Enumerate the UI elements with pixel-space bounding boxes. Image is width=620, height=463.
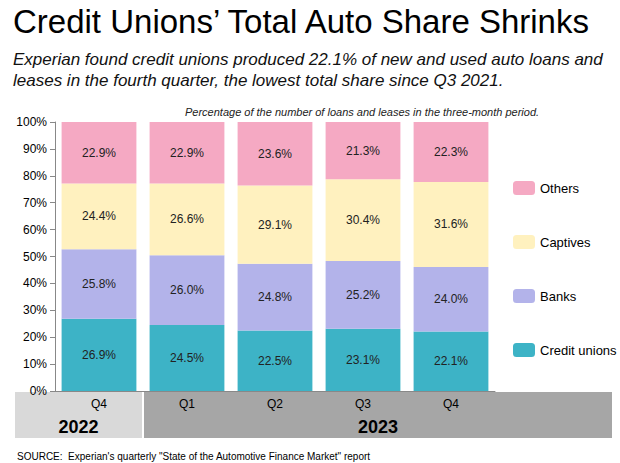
svg-text:Banks: Banks (540, 289, 577, 304)
svg-text:29.1%: 29.1% (258, 218, 292, 232)
svg-text:22.3%: 22.3% (434, 145, 468, 159)
svg-text:Credit Unions’ Total Auto Shar: Credit Unions’ Total Auto Share Shrinks (13, 3, 589, 40)
svg-text:26.9%: 26.9% (82, 348, 116, 362)
svg-text:40%: 40% (23, 276, 47, 290)
svg-text:30%: 30% (23, 303, 47, 317)
svg-text:2023: 2023 (358, 417, 398, 437)
svg-text:24.8%: 24.8% (258, 290, 292, 304)
svg-text:2022: 2022 (58, 417, 98, 437)
svg-text:Q2: Q2 (267, 397, 283, 411)
svg-text:22.5%: 22.5% (258, 354, 292, 368)
svg-text:24.5%: 24.5% (170, 351, 204, 365)
svg-text:0%: 0% (30, 384, 48, 398)
svg-text:25.8%: 25.8% (82, 277, 116, 291)
svg-text:Percentage of the number of lo: Percentage of the number of loans and le… (185, 106, 539, 118)
svg-text:23.1%: 23.1% (346, 353, 380, 367)
svg-text:22.1%: 22.1% (434, 354, 468, 368)
svg-text:21.3%: 21.3% (346, 144, 380, 158)
svg-text:10%: 10% (23, 357, 47, 371)
svg-text:70%: 70% (23, 196, 47, 210)
svg-text:31.6%: 31.6% (434, 217, 468, 231)
svg-text:80%: 80% (23, 169, 47, 183)
svg-text:Captives: Captives (540, 235, 591, 250)
svg-text:22.9%: 22.9% (170, 146, 204, 160)
svg-text:24.4%: 24.4% (82, 209, 116, 223)
svg-text:Q1: Q1 (179, 397, 195, 411)
svg-text:Q4: Q4 (443, 397, 459, 411)
svg-text:Credit unions: Credit unions (540, 343, 617, 358)
svg-text:SOURCE: Experian's quarterly: SOURCE: Experian's quarterly "State of t… (17, 451, 370, 462)
svg-text:24.0%: 24.0% (434, 292, 468, 306)
svg-text:100%: 100% (16, 115, 47, 129)
svg-text:20%: 20% (23, 330, 47, 344)
svg-text:23.6%: 23.6% (258, 147, 292, 161)
svg-text:90%: 90% (23, 142, 47, 156)
svg-text:leases in the fourth quarter,: leases in the fourth quarter, the lowest… (13, 71, 503, 90)
svg-text:26.6%: 26.6% (170, 212, 204, 226)
svg-text:Q4: Q4 (91, 397, 107, 411)
svg-text:Others: Others (540, 181, 580, 196)
svg-text:Q3: Q3 (355, 397, 371, 411)
svg-text:25.2%: 25.2% (346, 288, 380, 302)
svg-text:26.0%: 26.0% (170, 283, 204, 297)
svg-text:30.4%: 30.4% (346, 213, 380, 227)
svg-text:60%: 60% (23, 223, 47, 237)
svg-text:22.9%: 22.9% (82, 146, 116, 160)
svg-text:50%: 50% (23, 250, 47, 264)
svg-text:Experian found credit unions p: Experian found credit unions produced 22… (13, 50, 607, 69)
